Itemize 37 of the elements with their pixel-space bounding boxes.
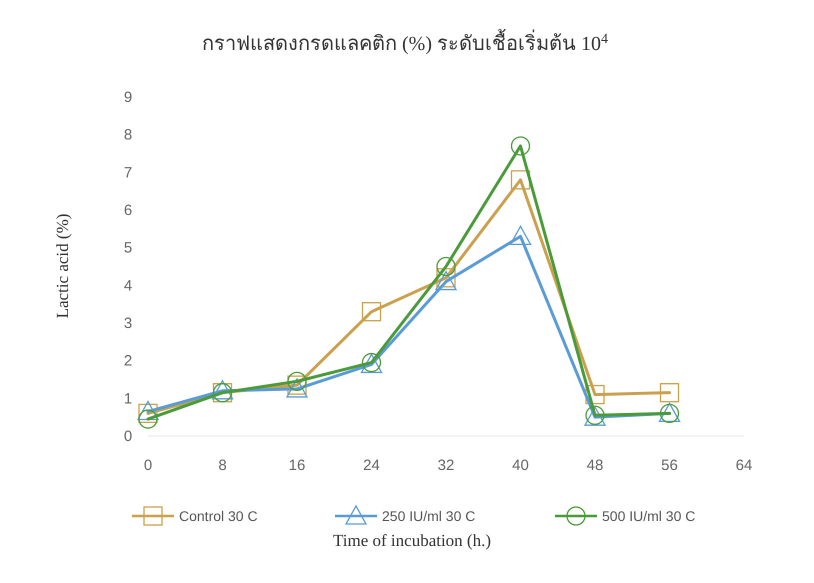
y-tick-label: 6 [124, 202, 132, 219]
x-tick-label: 24 [363, 457, 380, 474]
x-tick-label: 64 [736, 457, 752, 474]
legend-label: 250 IU/ml 30 C [382, 508, 476, 524]
y-tick-label: 5 [124, 240, 132, 257]
legend-label: Control 30 C [179, 508, 258, 524]
x-axis-title: Time of incubation (h.) [332, 531, 492, 550]
point [510, 170, 530, 190]
legend-label: 500 IU/ml 30 C [602, 508, 696, 524]
y-tick-label: 3 [124, 315, 132, 332]
x-tick-label: 48 [586, 457, 604, 474]
x-tick-label: 56 [661, 457, 678, 474]
y-tick-label: 2 [124, 352, 132, 370]
y-tick-label: 9 [124, 89, 132, 106]
y-tick-label: 7 [124, 164, 132, 182]
y-tick-label: 0 [124, 428, 132, 445]
point [436, 256, 456, 276]
point [436, 268, 456, 288]
chart-title: กราฟแสดงกรดแลคติก (%) ระดับเชื้อเริ่มต้น 10$^{4}$ [202, 29, 608, 55]
x-tick-label: 32 [438, 457, 454, 474]
x-tick-label: 16 [288, 457, 306, 474]
point [585, 384, 605, 404]
point [287, 372, 307, 392]
x-tick-label: 40 [512, 457, 529, 474]
point [138, 409, 158, 429]
point [660, 383, 680, 402]
point [510, 226, 532, 246]
y-axis-title: Lactic acid (%) [53, 214, 72, 318]
point [510, 136, 530, 156]
point [435, 270, 457, 290]
x-tick-label: 0 [144, 457, 152, 474]
y-tick-label: 4 [124, 277, 132, 294]
x-tick-label: 8 [218, 457, 227, 474]
y-tick-label: 8 [124, 126, 132, 144]
point [362, 302, 382, 322]
y-tick-label: 1 [124, 390, 132, 408]
point [212, 380, 234, 400]
